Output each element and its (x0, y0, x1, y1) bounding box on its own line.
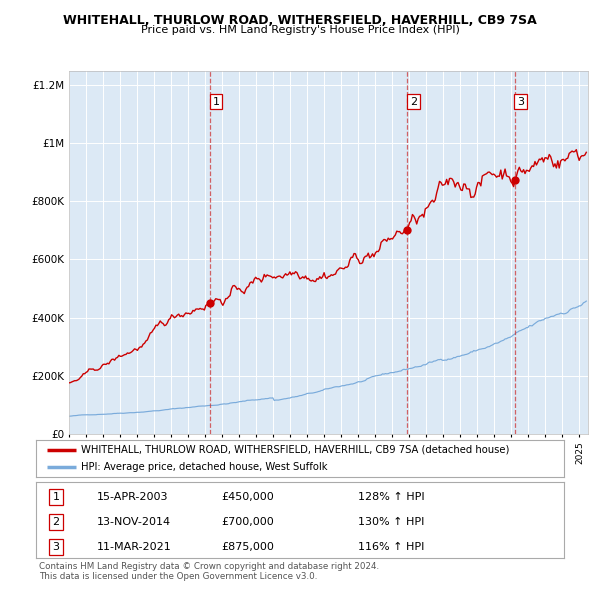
Text: WHITEHALL, THURLOW ROAD, WITHERSFIELD, HAVERHILL, CB9 7SA (detached house): WHITEHALL, THURLOW ROAD, WITHERSFIELD, H… (81, 445, 509, 454)
Text: WHITEHALL, THURLOW ROAD, WITHERSFIELD, HAVERHILL, CB9 7SA: WHITEHALL, THURLOW ROAD, WITHERSFIELD, H… (63, 14, 537, 27)
Text: £875,000: £875,000 (221, 542, 274, 552)
Text: Contains HM Land Registry data © Crown copyright and database right 2024.: Contains HM Land Registry data © Crown c… (39, 562, 379, 571)
Text: 3: 3 (53, 542, 59, 552)
Text: 13-NOV-2014: 13-NOV-2014 (97, 517, 171, 527)
Text: 15-APR-2003: 15-APR-2003 (97, 492, 168, 502)
Text: 3: 3 (517, 97, 524, 107)
Text: 116% ↑ HPI: 116% ↑ HPI (358, 542, 424, 552)
Text: This data is licensed under the Open Government Licence v3.0.: This data is licensed under the Open Gov… (39, 572, 317, 581)
Text: 1: 1 (212, 97, 220, 107)
Text: 1: 1 (53, 492, 59, 502)
Text: HPI: Average price, detached house, West Suffolk: HPI: Average price, detached house, West… (81, 462, 328, 471)
Text: £700,000: £700,000 (221, 517, 274, 527)
Text: Price paid vs. HM Land Registry's House Price Index (HPI): Price paid vs. HM Land Registry's House … (140, 25, 460, 35)
Text: 2: 2 (53, 517, 59, 527)
Text: 11-MAR-2021: 11-MAR-2021 (97, 542, 172, 552)
Text: 2: 2 (410, 97, 417, 107)
Text: £450,000: £450,000 (221, 492, 274, 502)
Text: 130% ↑ HPI: 130% ↑ HPI (358, 517, 424, 527)
Text: 128% ↑ HPI: 128% ↑ HPI (358, 492, 425, 502)
